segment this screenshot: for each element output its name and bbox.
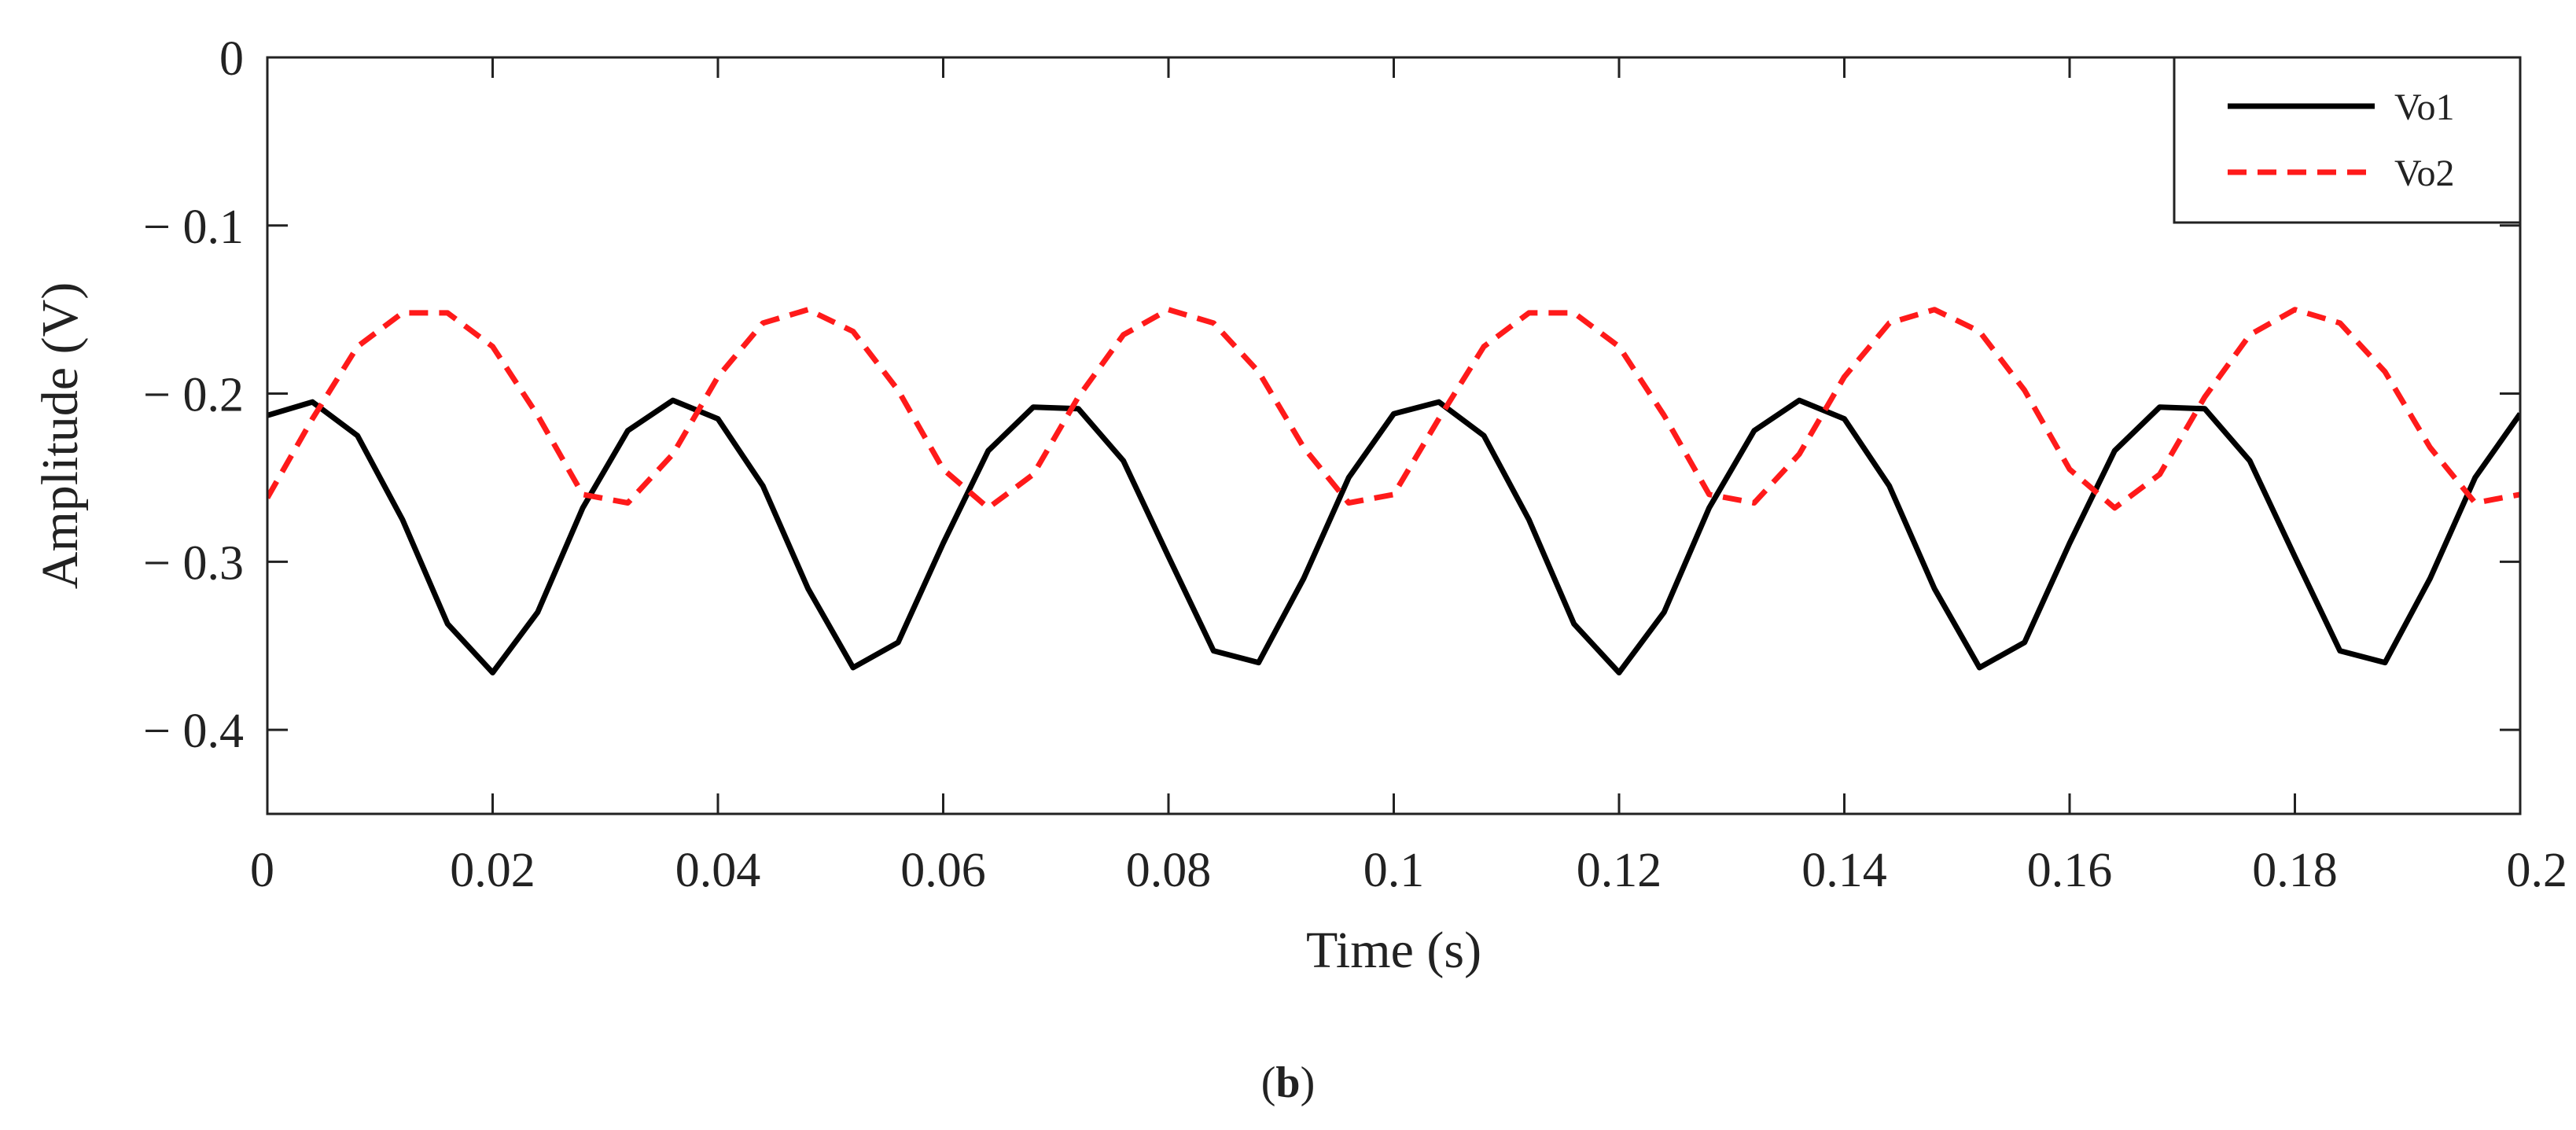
- x-tick-label: 0.12: [1577, 844, 1662, 897]
- y-tick-label: − 0.4: [143, 705, 244, 758]
- x-tick-label: 0.14: [1801, 844, 1887, 897]
- x-tick-label: 0.2: [2507, 844, 2568, 897]
- axes-layer: 0 0.02 0.04 0.06 0.08 0.1 0.12 0.14 0.16 0.18 0.2 0…: [143, 32, 2567, 897]
- figure-caption: (b): [1261, 1058, 1315, 1107]
- y-tick-label: 0: [219, 32, 244, 86]
- series-layer: [267, 307, 2520, 675]
- y-tick-label: − 0.2: [143, 369, 244, 422]
- y-axis-title: Amplitude (V): [31, 282, 89, 589]
- legend: Vo1 Vo2: [2173, 56, 2522, 224]
- y-tick-label: − 0.1: [143, 201, 244, 254]
- x-tick-label: 0.18: [2252, 844, 2338, 897]
- x-tick-label: 0: [250, 844, 274, 897]
- x-axis-title: Time (s): [1306, 922, 1481, 979]
- caption-open-paren: (: [1261, 1058, 1276, 1107]
- series-line-vo1: [267, 397, 2520, 675]
- caption-letter: b: [1275, 1058, 1300, 1107]
- legend-label-vo1: Vo1: [2394, 86, 2454, 128]
- x-tick-label: 0.04: [675, 844, 761, 897]
- legend-label-vo2: Vo2: [2394, 153, 2454, 194]
- x-tick-label: 0.06: [900, 844, 986, 897]
- series-line-vo2: [267, 307, 2520, 511]
- legend-box: [2173, 56, 2522, 224]
- x-tick-label: 0.08: [1126, 844, 1212, 897]
- x-tick-label: 0.16: [2027, 844, 2113, 897]
- y-tick-label: − 0.3: [143, 536, 244, 590]
- caption-close-paren: ): [1301, 1058, 1316, 1107]
- x-tick-label: 0.1: [1363, 844, 1425, 897]
- x-tick-label: 0.02: [450, 844, 535, 897]
